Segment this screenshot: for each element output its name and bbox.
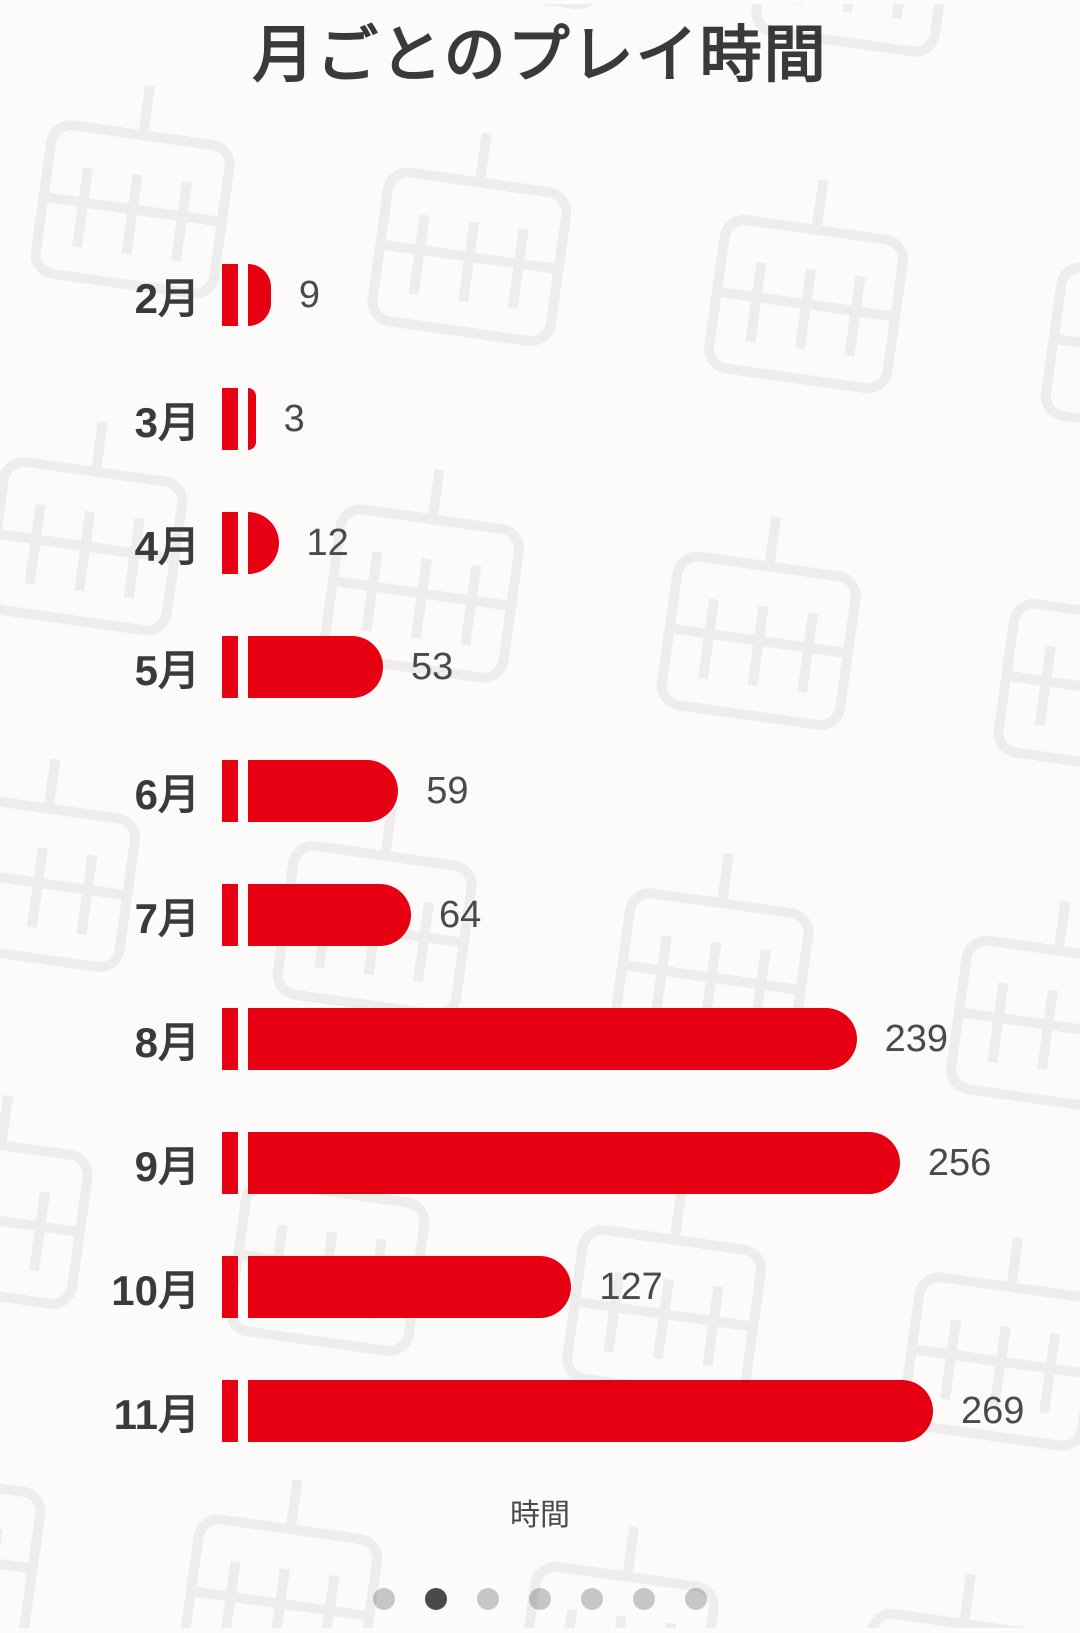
bar [248,760,398,822]
bar-value: 9 [299,274,320,317]
bar-value: 127 [599,1266,662,1309]
pager-dot[interactable] [529,1588,551,1610]
bar [248,1008,857,1070]
pager-dot[interactable] [581,1588,603,1610]
bar-value: 3 [284,398,305,441]
row-label: 7月 [80,885,200,946]
bar-value: 12 [307,522,349,565]
chart-row: 10月 127 [80,1256,1040,1318]
bar [248,1380,933,1442]
bar-value: 59 [426,770,468,813]
chart-row: 5月 53 [80,636,1040,698]
pager-dot[interactable] [425,1588,447,1610]
bar-value: 256 [928,1142,991,1185]
bar-stub [222,264,238,326]
bar-stub [222,512,238,574]
bar-track: 64 [222,884,1040,946]
bar [248,884,411,946]
chart-row: 8月 239 [80,1008,1040,1070]
pager-dot[interactable] [373,1588,395,1610]
bar [248,512,279,574]
bar-value: 64 [439,894,481,937]
bar-stub [222,388,238,450]
chart-row: 9月 256 [80,1132,1040,1194]
bar-stub [222,884,238,946]
bar-track: 269 [222,1380,1040,1442]
bar [248,1132,900,1194]
bar-track: 127 [222,1256,1040,1318]
bar-track: 3 [222,388,1040,450]
row-label: 11月 [80,1381,200,1442]
pager-dot[interactable] [633,1588,655,1610]
row-label: 10月 [80,1257,200,1318]
chart-row: 11月 269 [80,1380,1040,1442]
bar-stub [222,636,238,698]
bar-track: 239 [222,1008,1040,1070]
pager-dot[interactable] [477,1588,499,1610]
bar-stub [222,1008,238,1070]
bar-value: 53 [411,646,453,689]
page-indicator[interactable] [0,1588,1080,1610]
bar [248,1256,571,1318]
bar [248,636,383,698]
bar-value: 239 [885,1018,948,1061]
row-label: 3月 [80,389,200,450]
bar-track: 12 [222,512,1040,574]
bar [248,388,256,450]
chart-row: 7月 64 [80,884,1040,946]
bar-value: 269 [961,1390,1024,1433]
row-label: 5月 [80,637,200,698]
row-label: 2月 [80,265,200,326]
row-label: 9月 [80,1133,200,1194]
bar-track: 53 [222,636,1040,698]
chart-row: 6月 59 [80,760,1040,822]
x-axis-label: 時間 [0,1490,1080,1534]
bar-track: 256 [222,1132,1040,1194]
bar-stub [222,760,238,822]
row-label: 6月 [80,761,200,822]
chart-row: 4月 12 [80,512,1040,574]
bar-track: 9 [222,264,1040,326]
bar-stub [222,1380,238,1442]
bar-stub [222,1132,238,1194]
bar [248,264,271,326]
chart-row: 2月 9 [80,264,1040,326]
bar-track: 59 [222,760,1040,822]
chart-row: 3月 3 [80,388,1040,450]
pager-dot[interactable] [685,1588,707,1610]
row-label: 4月 [80,513,200,574]
playtime-bar-chart: 2月 9 3月 3 4月 12 5月 53 6月 59 7月 64 8月 239 9月 256 10月 127 11… [80,264,1040,1442]
bar-stub [222,1256,238,1318]
chart-title: 月ごとのプレイ時間 [0,4,1080,94]
row-label: 8月 [80,1009,200,1070]
